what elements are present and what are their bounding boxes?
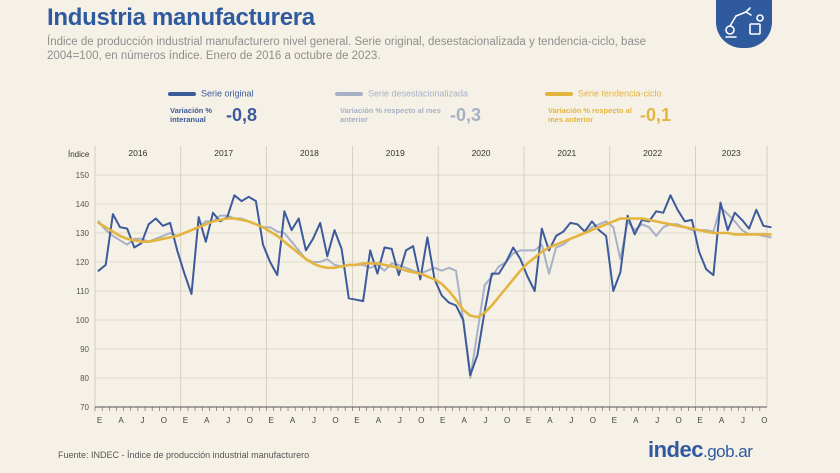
stat-value-original: -0,8: [226, 105, 258, 125]
y-tick-label: 130: [76, 229, 90, 238]
series-line-0: [97, 194, 772, 377]
y-tick-label: 100: [76, 316, 90, 325]
year-label: 2020: [472, 148, 491, 158]
legend-label-original: Serie original: [201, 88, 254, 99]
month-tick-label: J: [398, 416, 402, 425]
month-tick-label: O: [247, 416, 253, 425]
legend-original: Serie original: [168, 88, 254, 99]
month-tick-label: A: [547, 416, 553, 425]
legend-swatch-tendencia: [545, 91, 573, 96]
month-tick-label: J: [312, 416, 316, 425]
y-tick-label: 110: [76, 287, 89, 296]
year-label: 2022: [643, 148, 662, 158]
month-tick-label: J: [741, 416, 745, 425]
year-label: 2023: [722, 148, 741, 158]
year-label: 2019: [386, 148, 405, 158]
stat-label-desest: Variación % respecto al mes anterior: [340, 106, 441, 124]
year-label: 2021: [557, 148, 576, 158]
month-tick-label: O: [504, 416, 510, 425]
legend-swatch-original: [168, 91, 196, 96]
month-tick-label: O: [761, 416, 767, 425]
month-tick-label: O: [676, 416, 682, 425]
stat-value-desest: -0,3: [450, 105, 482, 125]
year-label: 2018: [300, 148, 319, 158]
month-tick-label: E: [612, 416, 617, 425]
month-tick-label: E: [97, 416, 102, 425]
month-tick-label: A: [719, 416, 725, 425]
year-label: 2017: [214, 148, 233, 158]
month-tick-label: O: [332, 416, 338, 425]
y-tick-label: 150: [76, 171, 90, 180]
y-tick-label: 80: [80, 374, 89, 383]
month-tick-label: J: [569, 416, 573, 425]
month-tick-label: E: [268, 416, 273, 425]
legend-desest: Serie desestacionalizada: [335, 88, 468, 99]
stat-label-tendencia: Variación % respecto al mes anterior: [548, 106, 632, 124]
month-tick-label: E: [526, 416, 531, 425]
month-tick-label: A: [290, 416, 296, 425]
month-tick-label: A: [633, 416, 639, 425]
series-line-1: [97, 205, 772, 379]
month-tick-label: A: [204, 416, 210, 425]
y-tick-label: 120: [76, 258, 90, 267]
month-tick-label: J: [140, 416, 144, 425]
month-tick-label: A: [376, 416, 382, 425]
legend-swatch-desest: [335, 91, 363, 96]
stat-label-original: Variación % interanual: [170, 106, 213, 124]
y-tick-label: 90: [80, 345, 89, 354]
series-line-2: [97, 217, 772, 319]
source-note: Fuente: INDEC - Índice de producción ind…: [58, 450, 310, 460]
month-tick-label: E: [183, 416, 188, 425]
stat-value-tendencia: -0,1: [640, 105, 672, 125]
factory-robot-icon: [716, 0, 772, 48]
y-tick-label: 70: [80, 403, 89, 412]
y-axis-label: Índice: [68, 150, 90, 159]
legend-label-desest: Serie desestacionalizada: [368, 88, 469, 99]
legend-label-tendencia: Serie tendencia-ciclo: [578, 88, 662, 99]
month-tick-label: E: [354, 416, 359, 425]
month-tick-label: A: [118, 416, 124, 425]
month-tick-label: E: [697, 416, 702, 425]
logo-suffix: .gob.ar: [702, 442, 753, 461]
legend-tendencia: Serie tendencia-ciclo: [545, 88, 662, 99]
month-tick-label: O: [418, 416, 424, 425]
month-tick-label: E: [440, 416, 445, 425]
page-subtitle: Índice de producción industrial manufact…: [47, 36, 646, 62]
year-label: 2016: [128, 148, 147, 158]
page-title: Industria manufacturera: [47, 4, 315, 31]
y-tick-label: 140: [76, 200, 90, 209]
month-tick-label: J: [226, 416, 230, 425]
month-tick-label: J: [655, 416, 659, 425]
month-tick-label: O: [161, 416, 167, 425]
logo-main: indec: [648, 437, 703, 462]
month-tick-label: J: [484, 416, 488, 425]
indec-logo: indec.gob.ar: [648, 437, 753, 463]
month-tick-label: O: [590, 416, 596, 425]
month-tick-label: A: [461, 416, 467, 425]
